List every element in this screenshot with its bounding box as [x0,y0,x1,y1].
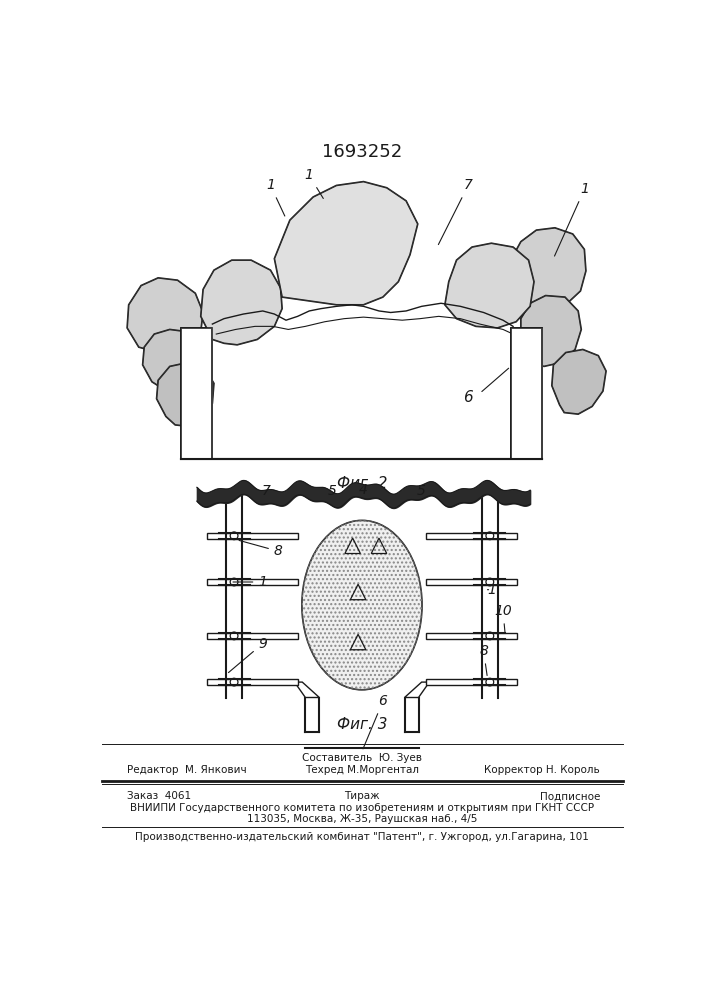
Text: ВНИИПИ Государственного комитета по изобретениям и открытиям при ГКНТ СССР: ВНИИПИ Государственного комитета по изоб… [130,803,594,813]
Polygon shape [214,324,513,459]
Polygon shape [182,328,212,459]
Text: Тираж: Тираж [344,791,380,801]
Text: 10: 10 [494,604,512,633]
Text: Заказ  4061: Заказ 4061 [127,791,192,801]
Text: 8: 8 [239,540,283,558]
Text: 6: 6 [363,694,387,749]
Text: Фиг. 3: Фиг. 3 [337,717,387,732]
Text: 1: 1 [266,178,285,216]
Ellipse shape [302,520,422,690]
Polygon shape [552,349,606,414]
Circle shape [230,578,238,586]
Text: 113035, Москва, Ж-35, Раушская наб., 4/5: 113035, Москва, Ж-35, Раушская наб., 4/5 [247,814,477,824]
Text: 8: 8 [479,644,488,675]
Text: Подписное: Подписное [539,791,600,801]
Polygon shape [295,682,320,698]
Text: 6: 6 [463,390,473,405]
Polygon shape [207,679,298,685]
Text: Фиг. 2: Фиг. 2 [337,476,387,491]
Polygon shape [156,363,214,426]
Text: 1693252: 1693252 [322,143,402,161]
Polygon shape [207,633,298,639]
Text: 5: 5 [328,484,337,498]
Text: Редактор  М. Янкович: Редактор М. Янкович [127,765,247,775]
Text: 9: 9 [228,637,267,673]
Circle shape [230,532,238,540]
Polygon shape [445,243,534,328]
Polygon shape [521,296,581,366]
Text: 1: 1 [487,583,496,597]
Text: Техред М.Моргентал: Техред М.Моргентал [305,765,419,775]
Text: 1: 1 [233,575,267,589]
Text: Производственно-издательский комбинат "Патент", г. Ужгород, ул.Гагарина, 101: Производственно-издательский комбинат "П… [135,832,589,842]
Text: 7: 7 [262,484,271,498]
Circle shape [486,632,493,640]
Polygon shape [127,278,203,353]
Polygon shape [143,329,206,389]
Text: 4: 4 [359,483,368,497]
Polygon shape [507,228,586,307]
Text: 1: 1 [305,168,323,198]
Text: Составитель  Ю. Зуев: Составитель Ю. Зуев [302,753,422,763]
Text: 7: 7 [438,178,472,245]
Polygon shape [426,633,517,639]
Text: 1: 1 [554,182,589,256]
Text: 5: 5 [417,484,426,498]
Circle shape [230,678,238,686]
Polygon shape [426,579,517,585]
Text: Корректор Н. Король: Корректор Н. Король [484,765,600,775]
Circle shape [486,532,493,540]
Polygon shape [274,182,418,305]
Polygon shape [426,679,517,685]
Polygon shape [426,533,517,539]
Polygon shape [201,260,282,345]
Polygon shape [207,579,298,585]
Polygon shape [404,682,429,698]
Polygon shape [510,328,542,459]
Polygon shape [182,328,212,459]
Circle shape [486,578,493,586]
Circle shape [230,632,238,640]
Polygon shape [510,328,542,459]
Circle shape [486,678,493,686]
Polygon shape [207,533,298,539]
